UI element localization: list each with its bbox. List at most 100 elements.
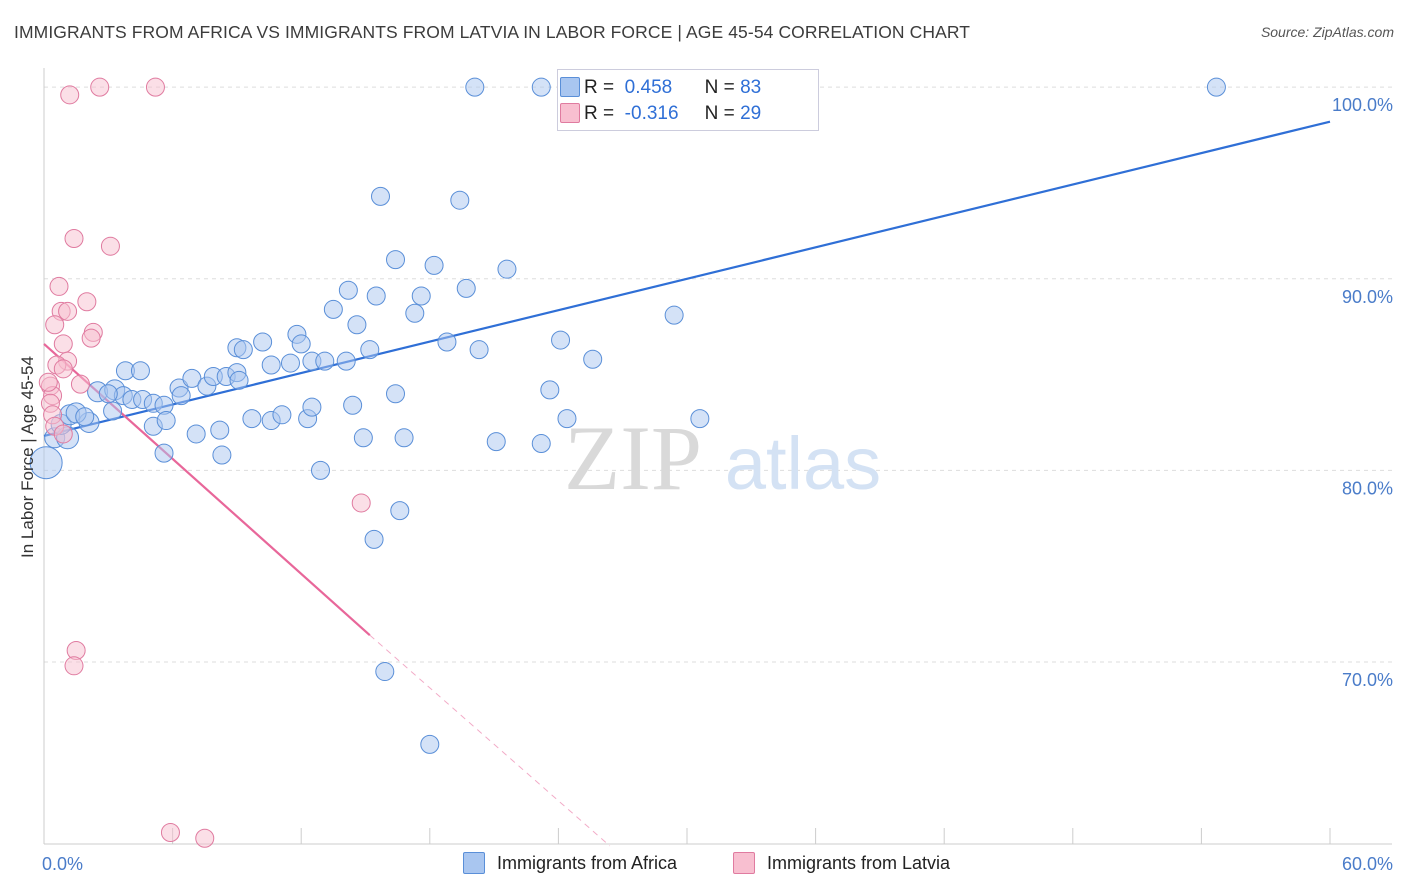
point-latvia-12 xyxy=(53,334,73,354)
point-africa-67 xyxy=(456,278,476,298)
point-africa-49 xyxy=(343,395,363,415)
point-latvia-11 xyxy=(81,328,101,348)
point-africa-38 xyxy=(280,353,300,373)
point-africa-60 xyxy=(405,303,425,323)
point-africa-35 xyxy=(253,332,273,352)
point-africa-0 xyxy=(29,446,63,480)
tick-labels: 70.0% 80.0% 90.0% 100.0% 0.0% 60.0% xyxy=(42,95,1393,874)
legend-r-value-africa: 0.458 xyxy=(624,77,673,98)
point-africa-56 xyxy=(386,250,406,270)
point-africa-21 xyxy=(182,368,202,388)
point-africa-47 xyxy=(338,280,358,300)
point-latvia-4 xyxy=(100,236,120,256)
point-latvia-28 xyxy=(38,372,58,392)
point-africa-74 xyxy=(531,77,551,97)
point-africa-63 xyxy=(420,734,440,754)
y-tick-label-2: 90.0% xyxy=(1342,287,1393,307)
point-africa-64 xyxy=(375,662,395,682)
point-africa-26 xyxy=(210,420,230,440)
source-credit: Source: ZipAtlas.com xyxy=(1260,24,1394,40)
legend-r-label: R = xyxy=(584,77,615,98)
grid-lines xyxy=(44,86,1392,663)
point-africa-53 xyxy=(364,529,384,549)
point-africa-37 xyxy=(272,405,292,425)
point-africa-78 xyxy=(664,305,684,325)
point-latvia-27 xyxy=(195,828,215,848)
point-africa-73 xyxy=(540,380,560,400)
legend-n-value-africa: 83 xyxy=(740,77,762,98)
series-legend: Immigrants from Africa Immigrants from L… xyxy=(0,852,1406,878)
point-africa-69 xyxy=(469,340,489,360)
legend-r-value-latvia: -0.316 xyxy=(624,103,679,124)
series-label-latvia: Immigrants from Latvia xyxy=(767,852,951,873)
point-africa-54 xyxy=(366,286,386,306)
point-africa-20 xyxy=(171,386,191,406)
point-africa-30 xyxy=(233,340,253,360)
y-axis-title: In Labor Force | Age 45-54 xyxy=(18,356,37,558)
point-africa-27 xyxy=(212,445,232,465)
point-africa-36 xyxy=(261,355,281,375)
point-latvia-25 xyxy=(64,656,84,676)
point-africa-42 xyxy=(302,397,322,417)
point-africa-57 xyxy=(386,384,406,404)
point-africa-55 xyxy=(371,186,391,206)
chart-title: IMMIGRANTS FROM AFRICA VS IMMIGRANTS FRO… xyxy=(14,22,971,42)
x-tick-label-1: 60.0% xyxy=(1342,854,1393,874)
point-africa-46 xyxy=(323,299,343,319)
point-latvia-22 xyxy=(53,424,73,444)
watermark-zip: ZIP xyxy=(564,407,702,509)
legend-swatch-africa xyxy=(560,77,580,97)
trend-line-dashed-1 xyxy=(369,634,611,847)
data-points xyxy=(29,77,1226,848)
legend-n-value-latvia: 29 xyxy=(740,103,762,124)
point-latvia-1 xyxy=(145,77,165,97)
point-africa-58 xyxy=(390,501,410,521)
point-latvia-15 xyxy=(53,359,73,379)
point-latvia-8 xyxy=(58,301,78,321)
point-africa-48 xyxy=(336,351,356,371)
point-africa-68 xyxy=(465,77,485,97)
point-latvia-3 xyxy=(64,229,84,249)
axes xyxy=(43,68,1392,845)
point-latvia-0 xyxy=(90,77,110,97)
watermark-atlas: atlas xyxy=(725,422,881,505)
series-label-africa: Immigrants from Africa xyxy=(497,852,678,873)
point-africa-40 xyxy=(291,334,311,354)
point-africa-18 xyxy=(156,411,176,431)
point-africa-23 xyxy=(154,443,174,463)
point-latvia-6 xyxy=(77,292,97,312)
series-swatch-latvia xyxy=(733,852,755,874)
point-africa-43 xyxy=(310,460,330,480)
point-africa-77 xyxy=(583,349,603,369)
y-tick-label-1: 80.0% xyxy=(1342,478,1393,498)
series-legend-africa[interactable]: Immigrants from Africa xyxy=(463,852,677,874)
point-africa-70 xyxy=(486,432,506,452)
legend-n-label: N = xyxy=(704,103,735,124)
point-africa-11 xyxy=(103,401,123,421)
y-tick-label-0: 70.0% xyxy=(1342,670,1393,690)
point-africa-45 xyxy=(315,351,335,371)
trend-line-0 xyxy=(43,120,1331,437)
y-tick-label-3: 100.0% xyxy=(1332,95,1393,115)
point-africa-32 xyxy=(229,370,249,390)
point-africa-81 xyxy=(98,384,118,404)
legend-r-label: R = xyxy=(584,103,615,124)
legend-swatch-latvia xyxy=(560,103,580,123)
point-africa-82 xyxy=(75,407,95,427)
point-latvia-5 xyxy=(49,276,69,296)
legend-n-label: N = xyxy=(704,77,735,98)
legend-row-latvia: R = -0.316 N = 29 xyxy=(560,101,762,127)
point-latvia-9 xyxy=(45,315,65,335)
point-africa-13 xyxy=(130,361,150,381)
point-africa-72 xyxy=(531,434,551,454)
point-africa-61 xyxy=(411,286,431,306)
point-latvia-23 xyxy=(351,493,371,513)
point-africa-51 xyxy=(353,428,373,448)
point-africa-33 xyxy=(242,409,262,429)
series-legend-latvia[interactable]: Immigrants from Latvia xyxy=(733,852,950,874)
legend-row-africa: R = 0.458 N = 83 xyxy=(560,75,762,101)
point-africa-65 xyxy=(437,332,457,352)
point-africa-79 xyxy=(690,409,710,429)
point-africa-75 xyxy=(551,330,571,350)
